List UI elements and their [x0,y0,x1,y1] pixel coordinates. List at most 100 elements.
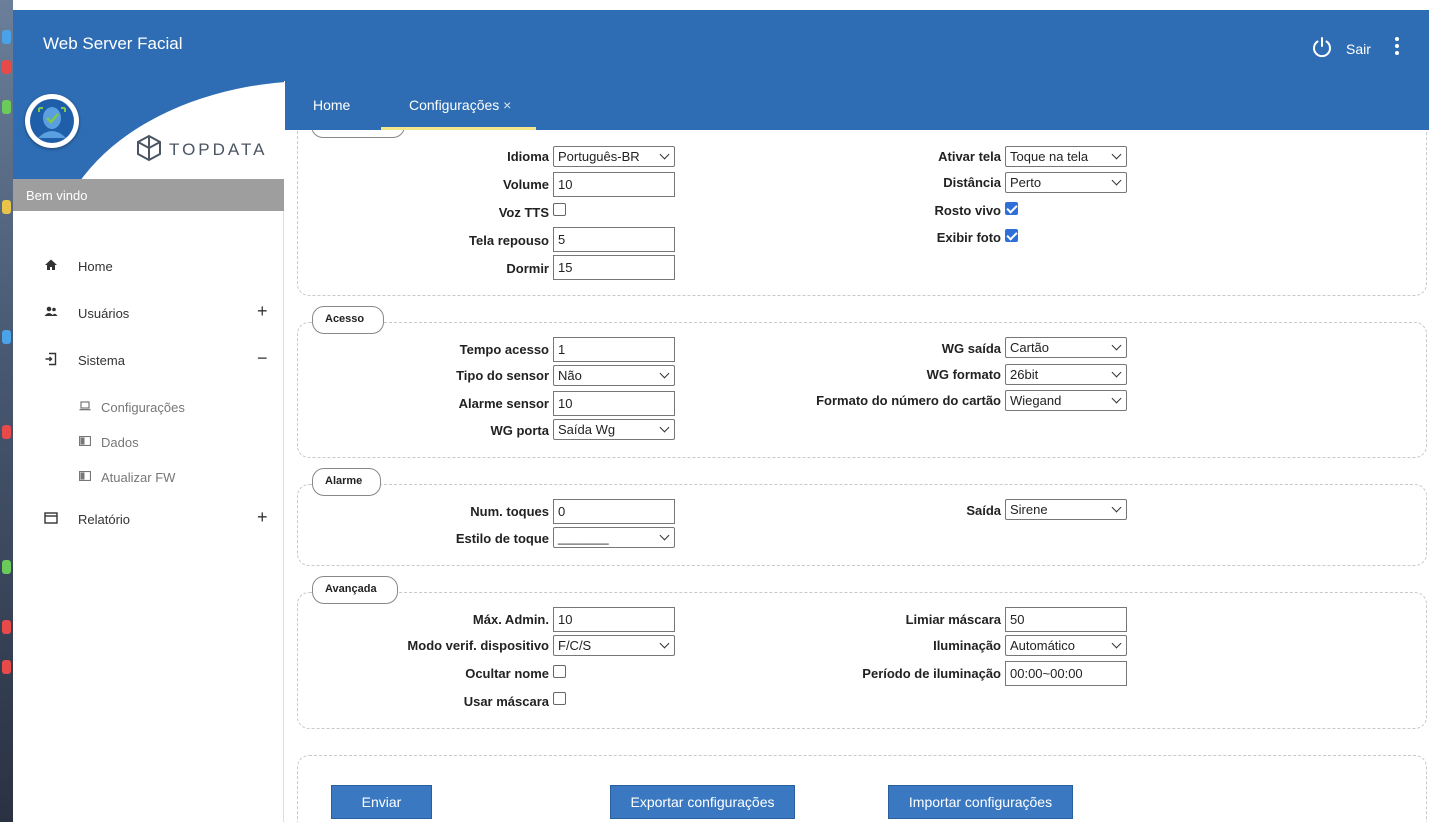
menu-item-usuarios[interactable]: Usuários + [13,298,284,328]
select-tipo-sensor[interactable]: Não [553,365,675,386]
menu-item-sistema[interactable]: Sistema − [13,345,284,375]
input-max-admin[interactable]: 10 [553,607,675,632]
checkbox-rosto-vivo[interactable] [1005,202,1018,215]
menu-label-usuarios: Usuários [78,306,130,321]
menu-label-home: Home [78,259,113,274]
label-usar-mascara: Usar máscara [463,694,549,709]
input-alarme-sensor[interactable]: 10 [553,391,675,416]
export-config-button[interactable]: Exportar configurações [610,785,795,819]
select-saida[interactable]: Sirene [1005,499,1127,520]
label-wg-formato: WG formato [926,367,1001,382]
label-max-admin: Máx. Admin. [472,612,549,627]
tab-configuracoes[interactable]: Configurações × [409,97,511,113]
data-icon [79,436,91,446]
label-distancia: Distância [943,175,1001,190]
label-wg-saida: WG saída [941,341,1001,356]
expand-icon[interactable]: + [257,301,268,321]
submenu-item-configuracoes[interactable]: Configurações [13,393,284,421]
input-num-toques[interactable]: 0 [553,499,675,524]
select-ativar-tela[interactable]: Toque na tela [1005,146,1127,167]
label-alarme-sensor: Alarme sensor [458,396,549,411]
submenu-label-dados: Dados [101,435,139,450]
label-formato-numero-cartao: Formato do número do cartão [816,393,1001,408]
input-volume[interactable]: 10 [553,172,675,197]
input-tela-repouso[interactable]: 5 [553,227,675,252]
select-idioma[interactable]: Português-BR [553,146,675,167]
close-icon[interactable]: × [503,97,512,113]
kebab-menu-icon[interactable] [1394,37,1400,55]
label-tempo-acesso: Tempo acesso [459,342,549,357]
input-dormir[interactable]: 15 [553,255,675,280]
laptop-icon [79,401,91,411]
fieldset-acesso [297,322,1427,458]
topdata-logo-icon [137,134,161,162]
menu-item-home[interactable]: Home [13,251,284,281]
select-wg-formato[interactable]: 26bit [1005,364,1127,385]
label-tipo-sensor: Tipo do sensor [456,368,549,383]
submenu-item-atualizar-fw[interactable]: Atualizar FW [13,463,284,491]
fieldset-alarme [297,484,1427,566]
legend-acesso: Acesso [312,306,384,334]
label-idioma: Idioma [507,149,549,164]
submenu-item-dados[interactable]: Dados [13,428,284,456]
input-limiar-mascara[interactable]: 50 [1005,607,1127,632]
input-periodo-iluminacao[interactable]: 00:00~00:00 [1005,661,1127,686]
desktop-dock-strip [0,0,13,822]
settings-content: Idioma Português-BR Volume 10 Voz TTS Te… [285,130,1429,822]
select-wg-porta[interactable]: Saída Wg [553,419,675,440]
label-tela-repouso: Tela repouso [469,233,549,248]
label-iluminacao: Iluminação [933,638,1001,653]
submit-button[interactable]: Enviar [331,785,432,819]
tab-home[interactable]: Home [313,97,351,113]
label-periodo-iluminacao: Período de iluminação [862,666,1001,681]
logout-button[interactable]: Sair [1346,41,1371,57]
legend-avancada: Avançada [312,576,398,604]
welcome-banner: Bem vindo [13,179,284,211]
checkbox-usar-mascara[interactable] [553,692,566,705]
select-estilo-toque[interactable]: _______ [553,527,675,548]
label-limiar-mascara: Limiar máscara [905,612,1001,627]
menu-label-relatorio: Relatório [78,512,131,527]
report-icon [44,512,58,524]
select-iluminacao[interactable]: Automático [1005,635,1127,656]
label-ativar-tela: Ativar tela [938,149,1001,164]
sidebar: TOPDATA Bem vindo Home Usuários + Sistem… [13,81,284,822]
checkbox-voz-tts[interactable] [553,203,566,216]
fieldset-display [297,130,1427,296]
app-title: Web Server Facial [43,34,183,53]
menu-label-sistema: Sistema [78,353,125,368]
label-volume: Volume [503,177,549,192]
power-icon[interactable] [1311,36,1333,58]
expand-icon[interactable]: + [257,507,268,527]
menu-item-relatorio[interactable]: Relatório + [13,504,284,534]
label-saida: Saída [966,503,1001,518]
label-modo-verif: Modo verif. dispositivo [407,638,549,653]
label-num-toques: Num. toques [470,504,549,519]
face-avatar-icon [25,94,79,148]
label-estilo-toque: Estilo de toque [455,531,549,546]
label-ocultar-nome: Ocultar nome [465,666,549,681]
logo-text: TOPDATA [169,140,268,159]
topdata-logo: TOPDATA [135,134,275,164]
select-formato-numero-cartao[interactable]: Wiegand [1005,390,1127,411]
sidebar-header: TOPDATA [13,81,284,179]
fieldset-actions [297,755,1427,822]
select-distancia[interactable]: Perto [1005,172,1127,193]
submenu-label-atualizar-fw: Atualizar FW [101,470,176,485]
top-bar: Web Server Facial Sair [13,10,1429,81]
system-icon [45,352,57,366]
select-modo-verif[interactable]: F/C/S [553,635,675,656]
import-config-button[interactable]: Importar configurações [888,785,1073,819]
label-wg-porta: WG porta [490,423,550,438]
home-icon [45,259,57,270]
select-wg-saida[interactable]: Cartão [1005,337,1127,358]
input-tempo-acesso[interactable]: 1 [553,337,675,362]
checkbox-exibir-foto[interactable] [1005,229,1018,242]
label-dormir: Dormir [506,261,549,276]
checkbox-ocultar-nome[interactable] [553,665,566,678]
label-rosto-vivo: Rosto vivo [934,203,1001,218]
collapse-icon[interactable]: − [257,348,268,368]
legend-display [311,130,405,138]
tab-bar: Home Configurações × [285,81,1429,130]
legend-alarme: Alarme [312,468,381,496]
